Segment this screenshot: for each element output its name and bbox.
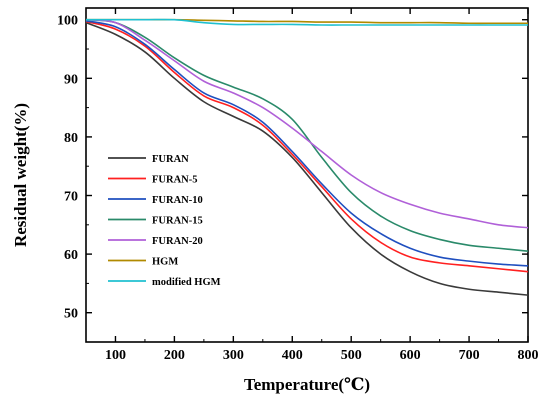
series-line-furan-5 bbox=[85, 20, 529, 273]
plot-area: 100 200 300 400 500 600 700 800 50 60 70 80 90 100 F… bbox=[57, 7, 539, 363]
plot-frame bbox=[85, 7, 529, 343]
y-tick-label: 90 bbox=[64, 72, 78, 87]
series-line-furan-10 bbox=[85, 20, 529, 267]
x-tick-label: 300 bbox=[223, 348, 244, 363]
series-line-modified-hgm bbox=[85, 18, 528, 26]
legend-label: FURAN-10 bbox=[152, 195, 203, 206]
x-tick-label: 400 bbox=[282, 348, 303, 363]
legend-label: FURAN-15 bbox=[152, 216, 203, 227]
legend: FURAN FURAN-5 FURAN-10 FURAN-15 FURAN-20 HGM m… bbox=[108, 154, 221, 288]
y-tick-label: 50 bbox=[64, 307, 78, 322]
y-tick-label: 80 bbox=[64, 131, 78, 146]
x-axis: 100 200 300 400 500 600 700 800 bbox=[85, 8, 539, 363]
x-tick-label: 200 bbox=[164, 348, 185, 363]
y-axis-title: Residual weight(%) bbox=[11, 103, 30, 247]
x-tick-label: 100 bbox=[105, 348, 126, 363]
series-line-furan-20 bbox=[85, 18, 529, 229]
series-lines bbox=[85, 18, 529, 296]
legend-label: FURAN-20 bbox=[152, 236, 203, 247]
series-line-furan bbox=[85, 21, 529, 296]
x-tick-label: 800 bbox=[518, 348, 539, 363]
x-tick-label: 500 bbox=[341, 348, 362, 363]
x-axis-title: Temperature(℃) bbox=[244, 375, 370, 394]
x-tick-label: 600 bbox=[400, 348, 421, 363]
series-line-furan-15 bbox=[85, 18, 529, 252]
legend-label: FURAN bbox=[152, 154, 189, 165]
y-tick-label: 70 bbox=[64, 190, 78, 205]
legend-label: modified HGM bbox=[152, 277, 221, 288]
y-tick-label: 100 bbox=[57, 14, 78, 29]
legend-label: FURAN-5 bbox=[152, 175, 198, 186]
y-tick-label: 60 bbox=[64, 248, 78, 263]
x-tick-label: 700 bbox=[459, 348, 480, 363]
y-axis: 50 60 70 80 90 100 bbox=[57, 14, 528, 322]
legend-label: HGM bbox=[152, 257, 178, 268]
